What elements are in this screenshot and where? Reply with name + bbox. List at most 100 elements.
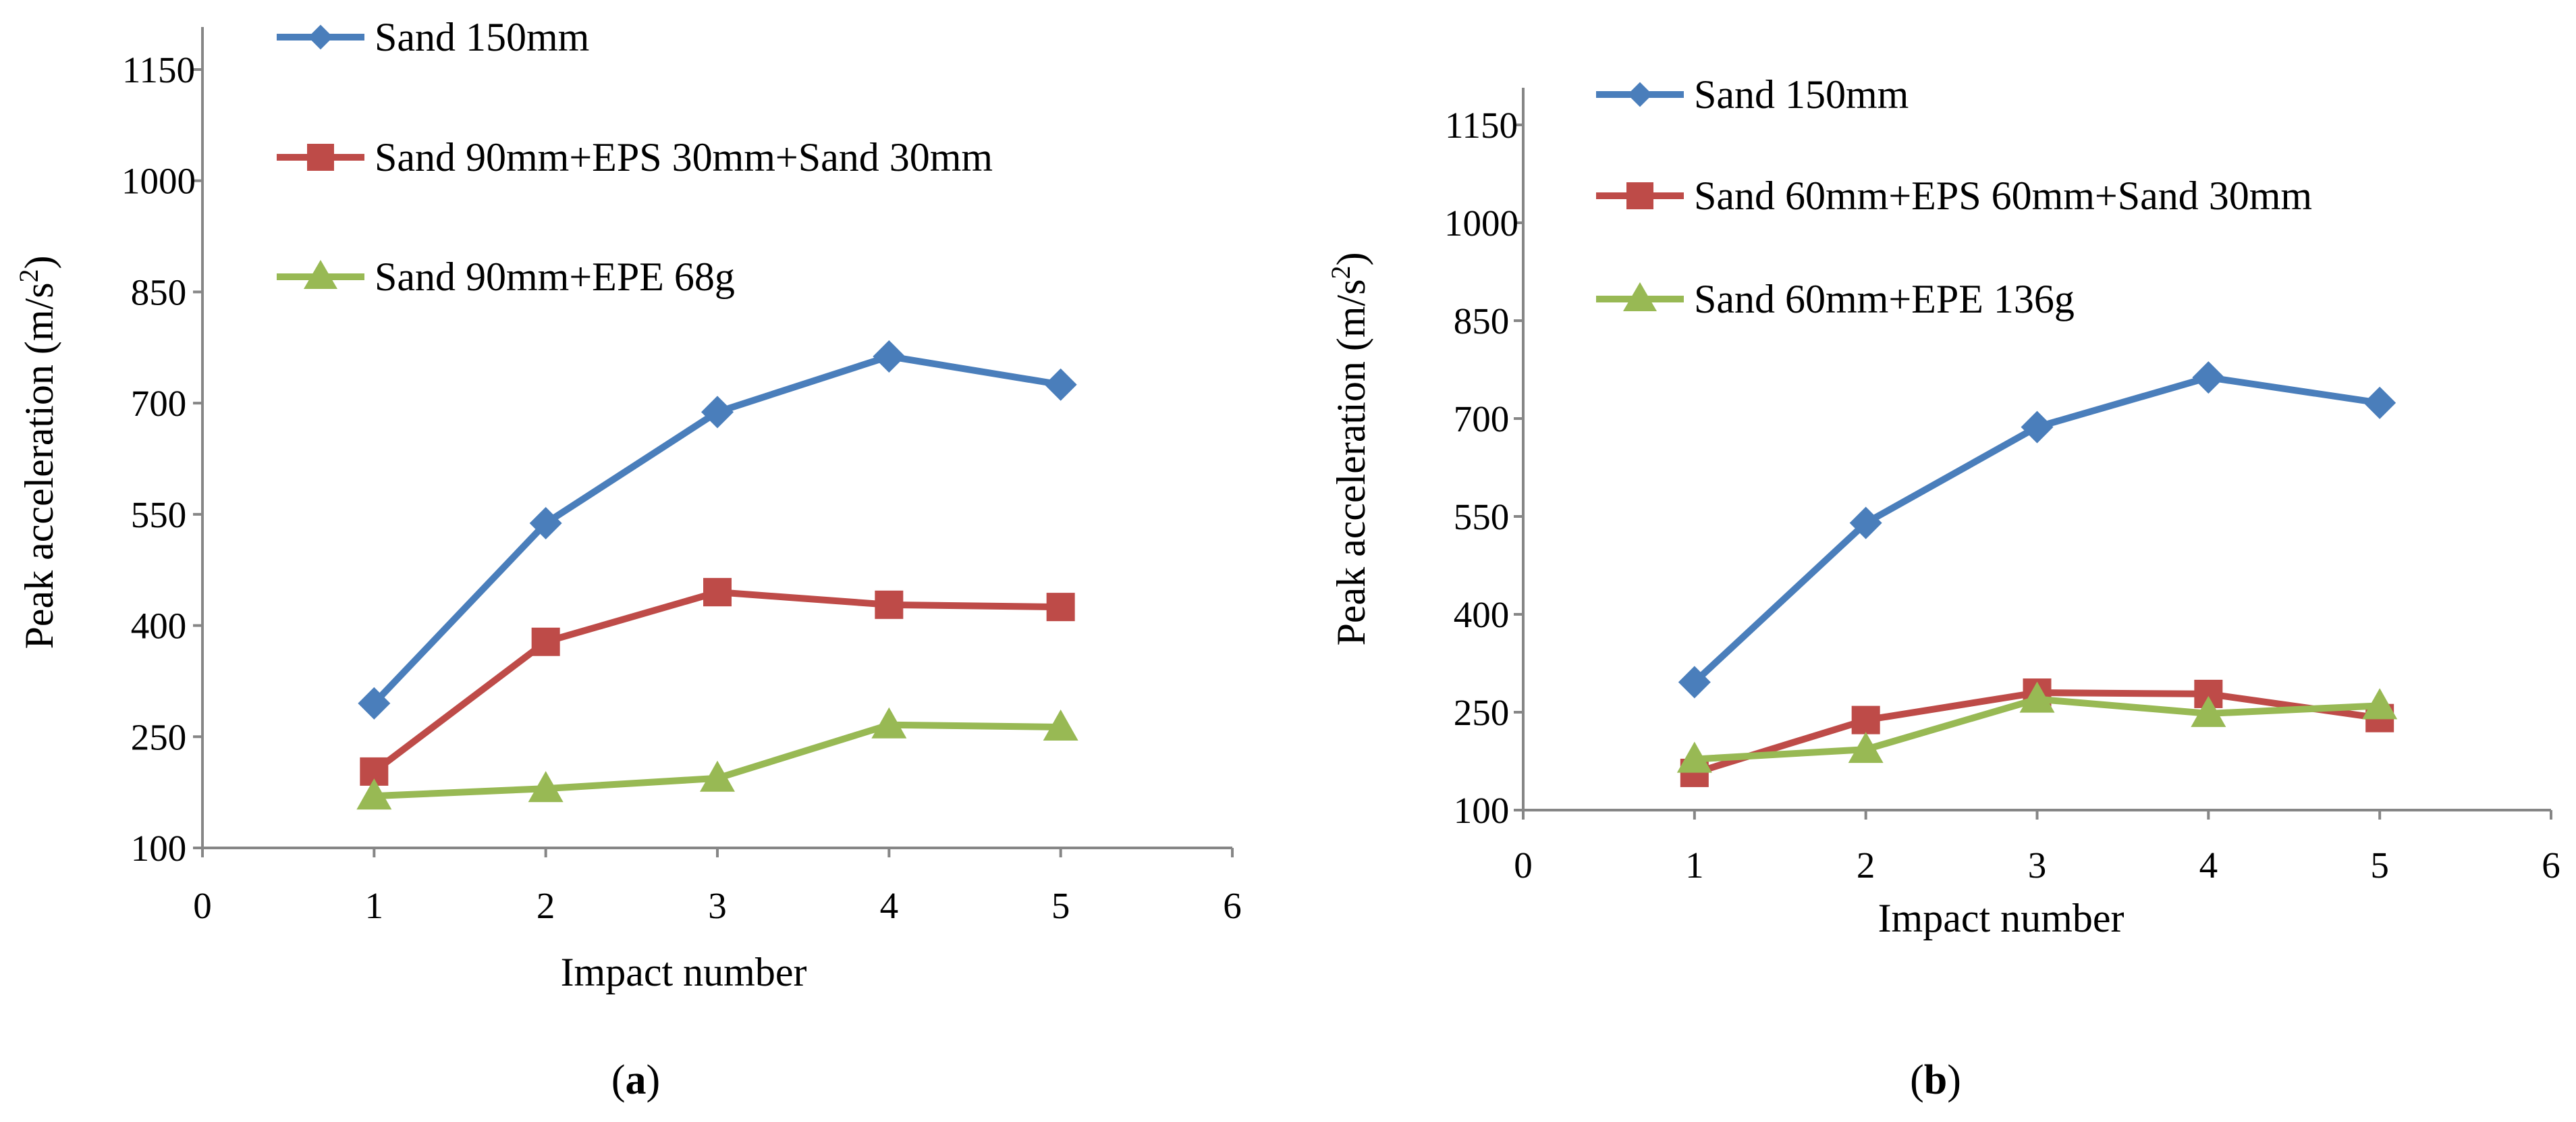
legend-item-sand-epe: Sand 90mm+EPE 68g bbox=[277, 255, 735, 299]
series-group bbox=[356, 340, 1078, 810]
x-tick-label: 2 bbox=[537, 885, 555, 926]
data-point-triangle bbox=[2191, 695, 2226, 727]
y-tick-label: 1150 bbox=[1445, 105, 1518, 146]
y-tick-label: 250 bbox=[131, 716, 187, 757]
y-axis-label-main: Peak acceleration (m/s bbox=[1329, 279, 1373, 645]
data-point-square bbox=[1046, 593, 1075, 622]
legend-label: Sand 90mm+EPE 68g bbox=[375, 255, 735, 299]
x-tick-label: 1 bbox=[1685, 845, 1704, 886]
legend: Sand 150mm Sand 60mm+EPS 60mm+Sand 30mm … bbox=[1596, 72, 2312, 321]
data-point-diamond bbox=[2021, 410, 2054, 444]
legend-label: Sand 60mm+EPS 60mm+Sand 30mm bbox=[1694, 173, 2312, 218]
data-point-diamond bbox=[1849, 506, 1882, 539]
data-point-triangle bbox=[1676, 741, 1712, 773]
y-axis-label-close: ) bbox=[1329, 252, 1373, 265]
legend-marker-triangle bbox=[1623, 282, 1657, 311]
series-group bbox=[1676, 361, 2398, 787]
x-tick-label: 5 bbox=[2370, 845, 2389, 886]
x-tick-label: 1 bbox=[365, 885, 384, 926]
x-tick-label: 2 bbox=[1857, 845, 1875, 886]
x-tick-label: 6 bbox=[2542, 845, 2560, 886]
y-axis-label-superscript: 2 bbox=[13, 269, 44, 282]
data-point-diamond bbox=[1678, 666, 1711, 699]
legend-label: Sand 150mm bbox=[375, 15, 589, 59]
data-point-triangle bbox=[871, 707, 907, 739]
data-point-diamond bbox=[873, 340, 906, 373]
y-tick-label: 100 bbox=[1454, 790, 1510, 831]
x-axis-label: Impact number bbox=[1878, 896, 2125, 940]
data-point-square bbox=[1851, 705, 1880, 734]
chart-b: 100 250 400 550 700 850 1000 1150 0 1 2 3 4 5 6 Impac… bbox=[1325, 72, 2560, 1103]
y-tick-label: 850 bbox=[1454, 300, 1510, 342]
series-sand-150mm bbox=[358, 340, 1077, 720]
legend-marker-square bbox=[1626, 182, 1653, 209]
y-tick-label: 400 bbox=[1454, 594, 1510, 635]
x-tick-label: 4 bbox=[2199, 845, 2218, 886]
y-axis-label-main: Peak acceleration (m/s bbox=[17, 282, 61, 649]
legend-item-sand-epe: Sand 60mm+EPE 136g bbox=[1596, 277, 2075, 321]
panel-label: (a) bbox=[611, 1057, 660, 1103]
legend-item-sand-150: Sand 150mm bbox=[1596, 72, 1909, 117]
x-tick-label: 3 bbox=[2028, 845, 2047, 886]
y-tick-label: 700 bbox=[1454, 398, 1510, 439]
legend-label: Sand 150mm bbox=[1694, 72, 1909, 117]
panel-label: (b) bbox=[1910, 1057, 1961, 1103]
legend-label: Sand 60mm+EPE 136g bbox=[1694, 277, 2075, 321]
legend-label: Sand 90mm+EPS 30mm+Sand 30mm bbox=[375, 135, 993, 180]
x-axis-label: Impact number bbox=[561, 950, 807, 994]
x-tick-label: 0 bbox=[1514, 845, 1533, 886]
y-tick-label: 1150 bbox=[122, 49, 195, 90]
legend-item-sand-eps: Sand 90mm+EPS 30mm+Sand 30mm bbox=[277, 135, 993, 180]
data-point-triangle bbox=[700, 760, 735, 792]
series-sand-90mm-eps-30mm-sand-30mm bbox=[360, 578, 1075, 786]
data-point-diamond bbox=[529, 507, 562, 540]
x-tick-label: 5 bbox=[1051, 885, 1070, 926]
x-tick-label: 4 bbox=[880, 885, 899, 926]
legend-marker-square bbox=[307, 144, 334, 171]
y-tick-label: 700 bbox=[131, 383, 187, 424]
series-sand-150mm bbox=[1678, 361, 2396, 699]
panel-letter: b bbox=[1924, 1057, 1947, 1103]
y-tick-label: 850 bbox=[131, 271, 187, 313]
data-point-diamond bbox=[358, 687, 391, 720]
y-tick-label: 400 bbox=[131, 606, 187, 647]
data-point-square bbox=[703, 578, 732, 607]
x-ticks: 0 1 2 3 4 5 6 bbox=[1514, 810, 2560, 886]
y-axis-label: Peak acceleration (m/s2) bbox=[1325, 252, 1373, 645]
panel-letter: a bbox=[626, 1057, 647, 1103]
data-point-triangle bbox=[528, 771, 564, 803]
data-point-square bbox=[531, 627, 560, 656]
legend: Sand 150mm Sand 90mm+EPS 30mm+Sand 30mm … bbox=[277, 15, 993, 299]
data-point-diamond bbox=[2363, 386, 2396, 419]
y-axis-label-superscript: 2 bbox=[1325, 265, 1356, 279]
y-ticks: 100 250 400 550 700 850 1000 1150 bbox=[1444, 105, 1523, 831]
legend-marker-diamond bbox=[308, 24, 333, 50]
x-tick-label: 3 bbox=[708, 885, 727, 926]
y-tick-label: 550 bbox=[1454, 496, 1510, 537]
y-tick-label: 250 bbox=[1454, 692, 1510, 733]
y-tick-label: 1000 bbox=[121, 161, 196, 202]
chart-a: 100 250 400 550 700 850 1000 1150 0 1 2 3 4 5 6 Impac… bbox=[13, 15, 1242, 1103]
legend-marker-triangle bbox=[304, 260, 337, 289]
data-point-triangle bbox=[2362, 688, 2398, 720]
legend-marker-diamond bbox=[1627, 82, 1653, 107]
legend-item-sand-eps: Sand 60mm+EPS 60mm+Sand 30mm bbox=[1596, 173, 2312, 218]
series-line bbox=[372, 589, 1061, 774]
data-point-triangle bbox=[2019, 681, 2055, 713]
x-ticks: 0 1 2 3 4 5 6 bbox=[193, 848, 1242, 926]
y-tick-label: 100 bbox=[131, 828, 187, 869]
y-tick-label: 1000 bbox=[1444, 203, 1518, 244]
y-ticks: 100 250 400 550 700 850 1000 1150 bbox=[121, 49, 202, 869]
y-tick-label: 550 bbox=[131, 494, 187, 535]
x-tick-label: 6 bbox=[1223, 885, 1242, 926]
legend-item-sand-150: Sand 150mm bbox=[277, 15, 589, 59]
data-point-triangle bbox=[1043, 710, 1078, 741]
data-point-diamond bbox=[2192, 361, 2225, 394]
y-axis-label: Peak acceleration (m/s2) bbox=[13, 255, 61, 649]
x-tick-label: 0 bbox=[193, 885, 212, 926]
data-point-triangle bbox=[1848, 732, 1884, 764]
series-sand-90mm-epe-68g bbox=[356, 707, 1078, 810]
y-axis-label-close: ) bbox=[17, 255, 61, 269]
data-point-triangle bbox=[356, 778, 392, 810]
